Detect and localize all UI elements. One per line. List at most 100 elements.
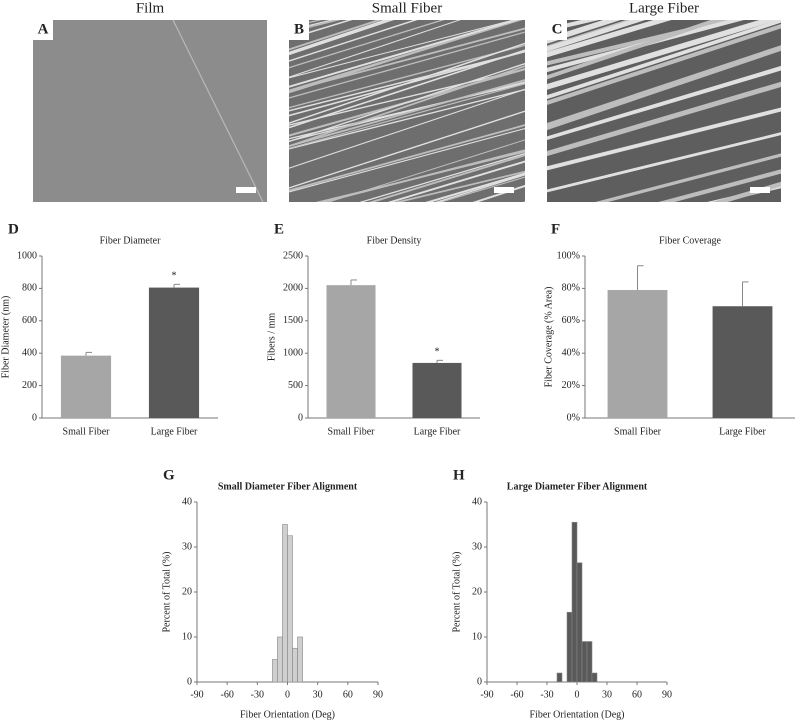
fiber bbox=[289, 110, 525, 189]
fiber bbox=[279, 212, 535, 281]
histogram-bar bbox=[586, 641, 593, 683]
fiber bbox=[394, 170, 525, 202]
fiber bbox=[547, 45, 781, 131]
panel-label: G bbox=[163, 467, 175, 483]
x-tick-label: -60 bbox=[510, 689, 523, 700]
fiber bbox=[547, 20, 600, 33]
x-tick-label: 90 bbox=[662, 689, 672, 700]
fiber bbox=[712, 181, 781, 202]
fiber bbox=[289, 79, 525, 148]
y-tick-label: 1000 bbox=[283, 347, 303, 358]
histogram-bar bbox=[277, 636, 283, 683]
x-tick-label: 60 bbox=[343, 689, 353, 700]
x-tick-label: -30 bbox=[251, 689, 264, 700]
panel-label: H bbox=[453, 467, 465, 483]
histogram-bar bbox=[272, 659, 278, 683]
fiber bbox=[289, 62, 525, 143]
fiber bbox=[547, 20, 739, 66]
chart-title: Fiber Coverage bbox=[659, 235, 721, 246]
fiber bbox=[327, 139, 525, 202]
fiber bbox=[547, 20, 723, 80]
x-tick-label: -90 bbox=[190, 689, 203, 700]
y-tick-label: 0 bbox=[298, 412, 303, 423]
y-tick-label: 80% bbox=[562, 283, 580, 294]
x-tick-label: -90 bbox=[480, 689, 493, 700]
y-tick-label: 10 bbox=[182, 631, 192, 642]
fiber bbox=[289, 31, 525, 99]
histogram-bar bbox=[292, 647, 298, 683]
histogram-bar bbox=[571, 521, 578, 683]
scale-bar bbox=[494, 187, 514, 193]
fibers bbox=[547, 20, 781, 202]
x-tick-label: Small Fiber bbox=[614, 426, 662, 437]
fiber bbox=[425, 172, 525, 202]
fiber bbox=[547, 20, 779, 90]
y-tick-label: 30 bbox=[182, 541, 192, 552]
x-tick-label: Large Fiber bbox=[151, 426, 198, 437]
image-bg bbox=[547, 20, 781, 202]
fiber bbox=[547, 20, 621, 44]
x-tick-label: Large Fiber bbox=[719, 426, 766, 437]
fiber bbox=[547, 20, 646, 52]
scale-bar bbox=[236, 187, 256, 193]
x-tick-label: -30 bbox=[540, 689, 553, 700]
y-tick-label: 2500 bbox=[283, 250, 303, 261]
histogram-bar bbox=[581, 641, 588, 683]
fiber bbox=[289, 20, 520, 88]
fiber bbox=[547, 20, 672, 58]
sem-image bbox=[279, 20, 535, 331]
fiber bbox=[289, 50, 525, 112]
fiber bbox=[289, 83, 525, 149]
fiber bbox=[289, 20, 461, 78]
fiber bbox=[289, 20, 383, 51]
histogram-bar bbox=[287, 535, 293, 683]
fiber bbox=[172, 20, 264, 202]
y-tick-label: 40 bbox=[182, 496, 192, 507]
label-box bbox=[289, 20, 309, 40]
fiber bbox=[289, 88, 525, 169]
y-tick-label: 2000 bbox=[283, 283, 303, 294]
annotation: * bbox=[435, 347, 440, 358]
y-tick-label: 30 bbox=[472, 541, 482, 552]
fiber bbox=[279, 217, 535, 278]
x-tick-label: Large Fiber bbox=[414, 426, 461, 437]
fiber bbox=[522, 201, 525, 202]
fiber bbox=[279, 219, 535, 296]
fiber bbox=[289, 20, 523, 92]
image-title: Film bbox=[136, 0, 165, 16]
scale-bar bbox=[750, 187, 770, 193]
bar bbox=[148, 287, 200, 418]
annotation: * bbox=[172, 271, 177, 282]
label-box bbox=[547, 20, 567, 40]
fiber bbox=[289, 27, 525, 92]
y-tick-label: 60% bbox=[562, 315, 580, 326]
x-tick-label: Small Fiber bbox=[63, 426, 111, 437]
y-axis-label: Fiber Diameter (nm) bbox=[0, 296, 11, 379]
fiber bbox=[289, 20, 418, 62]
fiber bbox=[279, 256, 535, 331]
bar bbox=[712, 306, 773, 418]
fiber bbox=[472, 184, 525, 202]
x-tick-label: 30 bbox=[602, 689, 612, 700]
fiber bbox=[658, 169, 781, 202]
fiber bbox=[289, 88, 525, 150]
y-axis-label: Percent of Total (%) bbox=[161, 551, 172, 632]
histogram-bar bbox=[566, 611, 573, 683]
chart-title: Fiber Diameter bbox=[100, 235, 161, 246]
fibers bbox=[172, 20, 264, 202]
panel-label: F bbox=[551, 221, 560, 237]
image-title: Small Fiber bbox=[372, 0, 442, 16]
fiber bbox=[547, 67, 781, 140]
fiber bbox=[547, 132, 781, 193]
y-tick-label: 20 bbox=[182, 586, 192, 597]
y-tick-label: 40% bbox=[562, 347, 580, 358]
y-tick-label: 20% bbox=[562, 380, 580, 391]
fiber bbox=[387, 160, 525, 202]
fiber bbox=[279, 258, 535, 327]
y-tick-label: 200 bbox=[22, 380, 37, 391]
fiber bbox=[289, 127, 525, 193]
x-axis-label: Fiber Orientation (Deg) bbox=[530, 709, 625, 720]
y-tick-label: 0 bbox=[32, 412, 37, 423]
bar bbox=[607, 290, 668, 418]
histogram-bar bbox=[556, 672, 563, 683]
